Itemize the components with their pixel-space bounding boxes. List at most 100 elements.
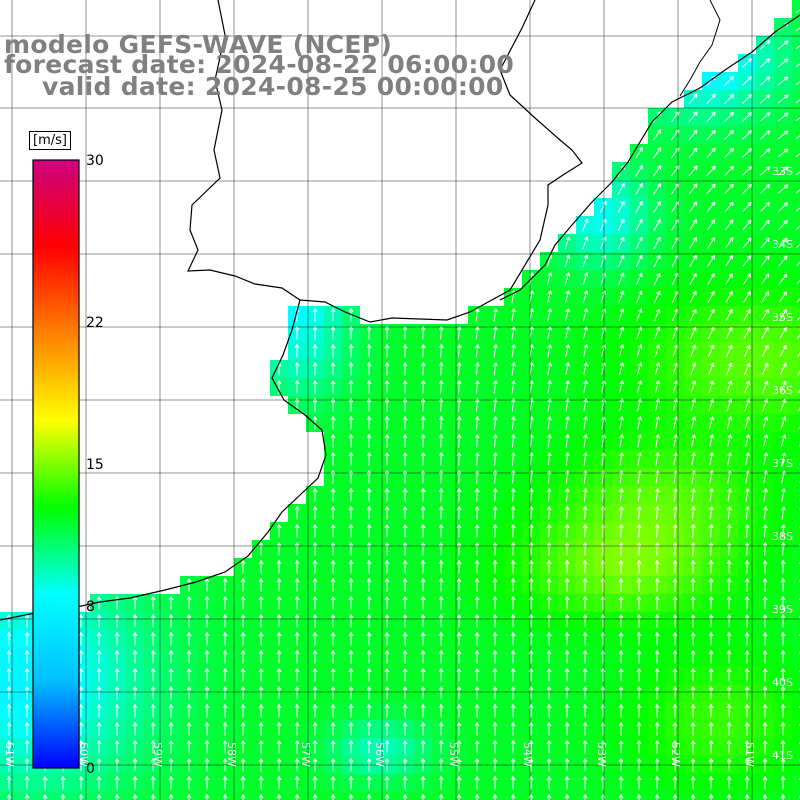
wind-arrow [706, 147, 716, 159]
wind-arrow [330, 506, 336, 520]
wind-arrow [779, 326, 787, 339]
wind-arrow [617, 236, 625, 250]
wind-arrow [690, 506, 696, 520]
wind-arrow [743, 344, 751, 358]
wind-arrow [492, 506, 498, 520]
wind-arrow [312, 416, 318, 430]
wind-arrow [653, 218, 661, 231]
wind-arrow [635, 165, 643, 177]
speed-cell [792, 720, 800, 738]
wind-arrow [673, 434, 678, 448]
wind-arrow [688, 111, 698, 123]
wind-arrow [762, 380, 769, 394]
wind-arrow [691, 434, 697, 448]
wind-arrow [583, 416, 588, 430]
wind-arrow [474, 434, 480, 448]
latitude-label: 35S [772, 311, 793, 324]
colorbar-tick-label: 22 [86, 315, 104, 331]
wind-arrow [796, 279, 800, 285]
wind-arrow [744, 434, 751, 448]
wind-arrow [759, 40, 771, 50]
wind-arrow [655, 452, 660, 466]
wind-arrow [762, 578, 768, 592]
speed-cell [792, 234, 800, 252]
wind-arrow [708, 416, 715, 430]
wind-arrow [384, 542, 390, 556]
wind-arrow [636, 578, 642, 592]
wind-arrow [420, 434, 426, 448]
wind-arrow [456, 578, 462, 592]
wind-arrow [618, 506, 624, 520]
wind-arrow [582, 578, 588, 592]
wind-arrow [438, 416, 444, 430]
wind-arrow [492, 578, 498, 592]
wind-arrow [777, 184, 789, 194]
wind-arrow [690, 344, 697, 358]
wind-arrow [795, 117, 800, 122]
wind-arrow [726, 380, 733, 394]
wind-arrow [402, 416, 408, 430]
wind-arrow [727, 506, 732, 520]
wind-arrow [492, 434, 498, 448]
wind-arrow [652, 129, 662, 141]
latitude-label: 37S [772, 457, 793, 470]
wind-arrow [366, 416, 372, 430]
wind-arrow [706, 219, 716, 231]
wind-arrow [653, 201, 661, 213]
wind-arrow [795, 171, 800, 176]
wind-arrow [689, 326, 697, 340]
wind-arrow [366, 344, 372, 358]
wind-arrow [456, 488, 462, 502]
wind-arrow [456, 416, 462, 430]
wind-arrow [795, 207, 800, 212]
wind-arrow [564, 290, 571, 304]
wind-arrow [777, 202, 789, 212]
wind-arrow [727, 452, 732, 466]
speed-cell [792, 558, 800, 576]
wind-arrow [708, 524, 714, 538]
wind-arrow [618, 362, 625, 376]
speed-cell [792, 270, 800, 288]
wind-arrow [618, 524, 624, 538]
wind-arrow [546, 542, 552, 556]
wind-arrow [635, 200, 643, 213]
wind-arrow [707, 308, 715, 322]
wind-arrow [546, 452, 552, 466]
wind-arrow [564, 578, 570, 592]
wind-arrow [761, 344, 769, 358]
wind-arrow [707, 255, 715, 267]
wind-arrow [582, 218, 589, 232]
wind-arrow [420, 578, 426, 592]
wind-arrow [637, 452, 642, 466]
wind-arrow [725, 308, 733, 321]
wind-arrow [725, 344, 733, 358]
wind-arrow [384, 416, 390, 430]
wind-arrow [312, 488, 318, 502]
wind-arrow [348, 506, 354, 520]
wind-arrow [546, 560, 552, 574]
speed-cell [792, 180, 800, 198]
wind-arrow [366, 560, 372, 574]
wind-arrow [312, 560, 318, 574]
wind-arrow [795, 27, 800, 32]
wind-arrow [402, 362, 408, 376]
wind-arrow [330, 524, 336, 538]
wind-arrow [742, 255, 752, 267]
speed-cell [792, 576, 800, 594]
wind-arrow [456, 524, 462, 538]
wind-arrow [691, 488, 696, 502]
wind-arrow [456, 542, 462, 556]
wind-arrow [474, 506, 480, 520]
wind-arrow [618, 542, 624, 556]
wind-arrow [510, 416, 516, 430]
wind-arrow [384, 380, 390, 394]
wind-arrow [762, 434, 769, 448]
wind-arrow [795, 45, 800, 50]
wind-arrow [780, 452, 787, 466]
wind-arrow [565, 362, 570, 376]
wind-arrow [654, 506, 660, 520]
wind-arrow [797, 351, 800, 357]
wind-arrow [582, 272, 589, 286]
wind-arrow [617, 218, 625, 232]
